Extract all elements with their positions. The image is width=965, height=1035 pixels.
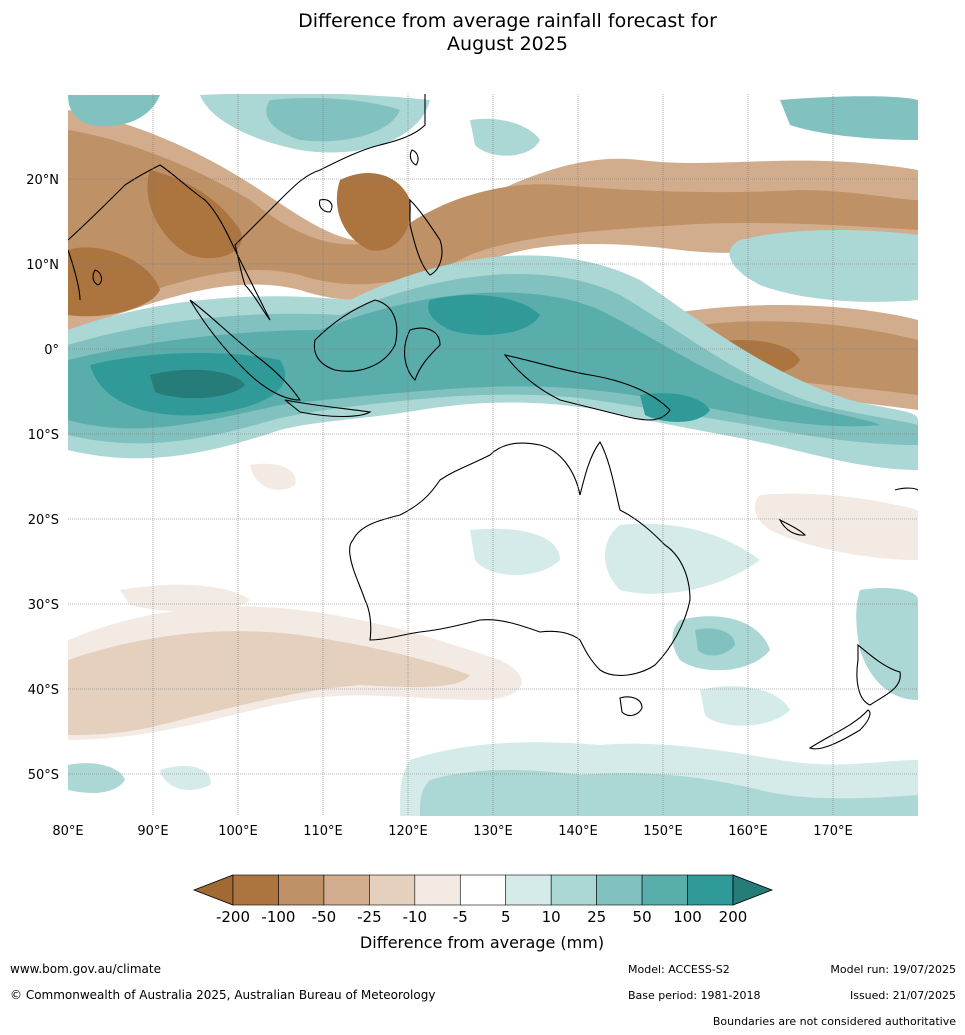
colorbar-cell [414,874,461,906]
base-period-text: Base period: 1981-2018 [628,989,761,1002]
model-run-text: Model run: 19/07/2025 [830,963,956,976]
colorbar-cell [232,874,279,906]
copyright-text: © Commonwealth of Australia 2025, Austra… [10,988,436,1002]
colorbar-tick-label: 200 [719,908,748,926]
longitude-labels: 80°E 90°E 100°E 110°E 120°E 130°E 140°E … [52,824,852,839]
lat-label: 30°S [28,598,59,613]
colorbar-tick-label: -200 [216,908,250,926]
lon-label: 170°E [813,824,853,839]
colorbar-cell [687,874,734,906]
colorbar-tick-label: -50 [312,908,337,926]
lon-label: 80°E [52,824,83,839]
colorbar-cell [278,874,325,906]
lat-label: 40°S [28,683,59,698]
colorbar-tick-label: 10 [542,908,561,926]
lon-label: 90°E [137,824,168,839]
colorbar-tick-label: 50 [633,908,652,926]
colorbar-cell [459,874,507,906]
lon-label: 120°E [388,824,428,839]
colorbar-extend-high [732,874,774,906]
latitude-labels: 20°N 10°N 0° 10°S 20°S 30°S 40°S 50°S [26,173,59,783]
lon-label: 140°E [558,824,598,839]
colorbar-tick-label: -5 [453,908,468,926]
lon-label: 150°E [643,824,683,839]
colorbar-cell [641,874,688,906]
map-area [68,94,918,816]
graticule [68,94,918,816]
website-link[interactable]: www.bom.gov.au/climate [10,962,161,976]
lat-label: 10°S [28,428,59,443]
rainfall-anomaly-fill [68,94,918,816]
issued-text: Issued: 21/07/2025 [849,989,956,1002]
lon-label: 100°E [218,824,258,839]
title-line-2: August 2025 [447,33,568,55]
colorbar-tick-label: -25 [357,908,382,926]
model-text: Model: ACCESS-S2 [628,963,730,976]
colorbar-cell [369,874,416,906]
colorbar-cell [323,874,370,906]
coastlines [68,94,918,750]
colorbar-cell [505,874,552,906]
lat-label: 20°S [28,513,59,528]
lon-label: 130°E [473,824,513,839]
colorbar-tick-label: -10 [403,908,428,926]
colorbar-tick-label: 5 [501,908,511,926]
colorbar: -200 -100 -50 -25 -10 -5 5 10 25 50 100 200 Differe… [192,874,774,952]
lon-label: 160°E [728,824,768,839]
colorbar-cell [596,874,643,906]
colorbar-extend-low [192,874,234,906]
colorbar-tick-label: 100 [673,908,702,926]
lat-label: 20°N [26,173,59,188]
lat-label: 50°S [28,768,59,783]
colorbar-label: Difference from average (mm) [360,933,604,952]
colorbar-tick-label: -100 [261,908,295,926]
disclaimer-text: Boundaries are not considered authoritat… [712,1015,956,1028]
lon-label: 110°E [303,824,343,839]
lat-label: 0° [44,343,59,358]
title-line-1: Difference from average rainfall forecas… [298,10,717,32]
colorbar-tick-label: 25 [587,908,606,926]
lat-label: 10°N [26,258,59,273]
colorbar-cell [550,874,597,906]
map-title: Difference from average rainfall forecas… [0,10,965,56]
